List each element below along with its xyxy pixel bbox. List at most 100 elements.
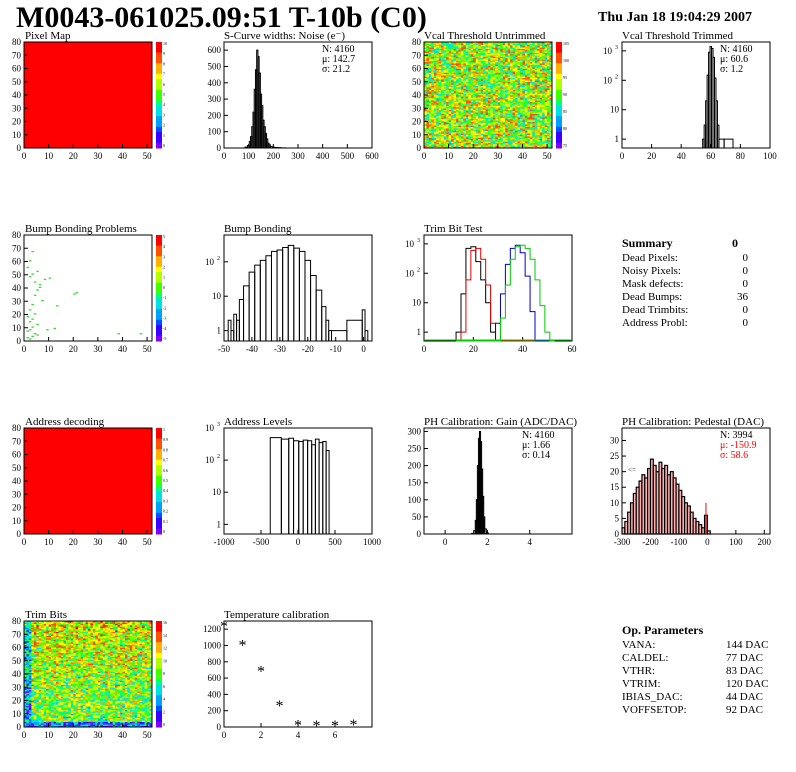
scurve-ytick-label: 500 [208, 61, 222, 71]
address_decoding-xtick-label: 20 [69, 537, 79, 547]
scurve-xtick-label: 500 [341, 151, 355, 161]
scurve-stat: μ: 142.7 [322, 54, 355, 65]
bump_problems-xtick-label: 20 [69, 344, 79, 354]
bump_problems-ytick-label: 20 [12, 310, 22, 320]
bump_problems-point [28, 276, 32, 278]
scurve-xtick-label: 200 [267, 151, 281, 161]
scurve-stat: σ: 21.2 [322, 64, 350, 75]
bump_problems-palette-cell [156, 293, 162, 300]
vcal_untrimmed-xtick-label: 30 [493, 151, 503, 161]
ph_gain-stat: μ: 1.66 [522, 440, 550, 451]
trim_bits-palette-label: 0 [163, 722, 165, 727]
bump_problems-point [36, 289, 39, 291]
address_decoding-palette-cell [156, 454, 162, 461]
scurve-ytick-label: 300 [208, 94, 222, 104]
trim_bits-palette-cell [156, 663, 162, 670]
summary-row-label: Dead Bumps: [622, 291, 683, 303]
trim_bits-ytick-label: 50 [12, 656, 22, 666]
address_decoding-palette-label: 0.6 [163, 468, 168, 473]
trim_bits-palette-cell [156, 674, 162, 680]
scurve-stat: N: 4160 [322, 44, 355, 55]
op-param-label: CALDEL: [622, 652, 669, 664]
ph_pedestal-ytick-label: 0 [615, 529, 620, 539]
pixel_map-palette-cell [156, 105, 162, 112]
summary-row-value: 0 [742, 278, 749, 290]
bump_problems-point [36, 323, 39, 326]
trim_bits-ytick-label: 80 [12, 616, 22, 626]
temperature-ytick-label: 0 [217, 722, 222, 732]
pixel_map-ytick-label: 20 [12, 117, 22, 127]
bump_problems-point [46, 329, 49, 331]
ph_pedestal-ytick-label: 5 [615, 513, 620, 523]
vcal_untrimmed-palette-label: 90 [563, 92, 567, 97]
vcal_trimmed-bar [723, 138, 734, 148]
op-param-value: 92 DAC [726, 704, 763, 716]
vcal_trimmed-stat: N: 4160 [720, 44, 753, 55]
temperature-xtick-label: 0 [222, 730, 227, 740]
scurve-xtick-label: 300 [291, 151, 305, 161]
summary-row-value: 0 [742, 317, 749, 329]
bump_bonding-bar [364, 330, 369, 341]
trim_bit_test-ytick-label: 1 [417, 327, 422, 337]
main-title: M0043-061025.09:51 T-10b (C0) [16, 1, 427, 34]
op-param-label: IBIAS_DAC: [622, 691, 683, 703]
bump_problems-ytick-label: 60 [12, 257, 22, 267]
ph_gain-bar [485, 532, 489, 534]
address_decoding-palette-cell [156, 443, 162, 450]
bump_problems-palette-label: -1 [163, 295, 166, 300]
address_levels-bar [307, 440, 313, 534]
vcal_untrimmed-palette-cell [556, 132, 562, 138]
trim_bits-palette-label: 6 [163, 684, 165, 689]
bump_bonding-frame [223, 234, 373, 342]
address_levels-frame [223, 427, 373, 535]
trim_bits-palette-cell [156, 700, 162, 707]
trim_bits-palette-cell [156, 626, 162, 633]
bump_bonding-bar [287, 244, 295, 341]
bump_problems-palette-label: -5 [163, 336, 166, 341]
trim_bits-ytick-label: 20 [12, 696, 22, 706]
trim_bits-ytick-label: 70 [12, 629, 22, 639]
scurve-ytick-label: 0 [217, 143, 222, 153]
bump_problems-palette-cell [156, 314, 162, 321]
ph_gain-ytick-label: 300 [408, 426, 422, 436]
bump_bonding-bar [310, 274, 317, 341]
pixel_map-ytick-label: 80 [12, 37, 22, 47]
bump_problems-point [73, 293, 76, 295]
pixel_map-palette-cell [156, 100, 162, 107]
bump_bonding-bar [331, 330, 348, 341]
pixel_map-palette-label: 2 [163, 123, 165, 128]
trim_bits-palette-cell [156, 684, 162, 691]
pixel_map-palette-cell [156, 137, 162, 144]
address_decoding-palette-cell [156, 512, 162, 519]
temperature-ytick-label: 400 [208, 689, 222, 699]
pixel_map-palette-label: 9 [163, 51, 165, 56]
ph_gain-ytick-label: 100 [408, 495, 422, 505]
pixel_map-palette-label: 7 [163, 72, 165, 77]
vcal_untrimmed-ytick-label: 40 [412, 90, 422, 100]
trim_bits-palette-cell [156, 689, 162, 696]
bump_problems-point [36, 334, 39, 336]
address_decoding-xtick-label: 0 [22, 537, 27, 547]
temperature-xtick-label: 2 [259, 730, 264, 740]
op-param-value: 44 DAC [726, 691, 763, 703]
summary-row-value: 0 [742, 252, 749, 264]
bump_problems-palette-cell [156, 256, 162, 262]
bump_bonding-bar [265, 255, 272, 341]
address_decoding-palette-cell [156, 491, 162, 498]
address_levels-bar [311, 444, 316, 534]
trim_bits-ytick-label: 30 [12, 682, 22, 692]
bump_bonding-bar [259, 259, 267, 341]
vcal_untrimmed-palette-cell [556, 52, 562, 59]
address_decoding-palette-cell [156, 496, 162, 503]
address_decoding-palette-cell [156, 523, 162, 530]
bump_problems-ytick-label: 50 [12, 270, 22, 280]
address_decoding-palette-label: 0.8 [163, 447, 168, 452]
pixel_map-palette-cell [156, 42, 162, 48]
vcal_untrimmed-palette-label: 85 [563, 109, 567, 114]
trim_bits-ytick-label: 0 [17, 722, 22, 732]
bump_bonding-ytick-exp: 2 [217, 256, 220, 262]
temperature-point: * [294, 717, 302, 734]
bump_problems-ytick-label: 30 [12, 296, 22, 306]
vcal_untrimmed-xtick-label: 0 [422, 151, 427, 161]
ph_gain-xtick-label: 4 [527, 537, 532, 547]
